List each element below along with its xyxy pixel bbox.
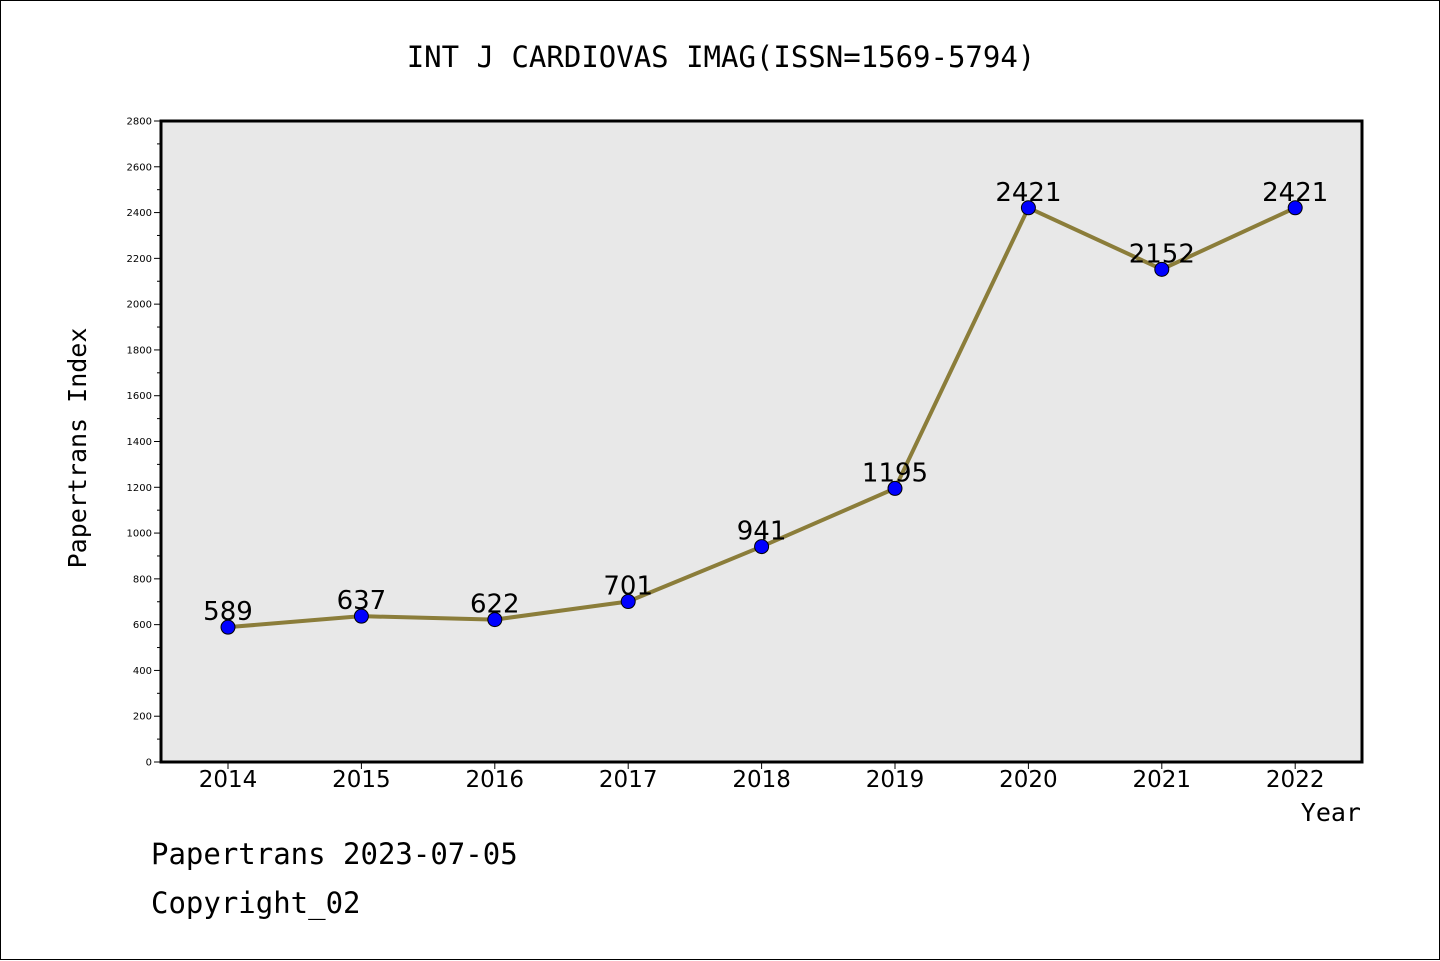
- data-points: [220, 200, 1303, 635]
- y-tick-label: 1800: [127, 345, 152, 356]
- data-label: 701: [603, 572, 653, 602]
- y-tick-label: 200: [133, 712, 152, 723]
- x-tick-label: 2021: [1133, 767, 1192, 793]
- data-label: 2421: [995, 178, 1061, 208]
- y-tick-label: 2400: [127, 208, 152, 219]
- x-axis: 2014 2015 2016 2017 2018 2019 2020 2021 2022: [199, 762, 1325, 793]
- y-tick-label: 1000: [127, 529, 152, 540]
- data-point: [620, 594, 636, 610]
- data-label: 589: [203, 597, 253, 627]
- y-tick-label: 800: [133, 574, 152, 585]
- data-label: 622: [470, 590, 520, 620]
- plot-area: [159, 119, 1364, 764]
- footer-date: Papertrans 2023-07-05: [151, 837, 518, 871]
- data-label: 2152: [1129, 239, 1195, 269]
- chart-title: INT J CARDIOVAS IMAG(ISSN=1569-5794): [407, 40, 1036, 74]
- y-axis-label: Papertrans Index: [63, 328, 92, 569]
- y-tick-label: 2800: [127, 117, 152, 128]
- footer-copyright: Copyright_02: [151, 886, 361, 920]
- data-labels: 589 637 622 701 941 1195 2421 2152 2421: [203, 178, 1328, 627]
- y-tick-label: 2600: [127, 162, 152, 173]
- y-tick-label: 0: [146, 758, 152, 769]
- data-point: [1287, 200, 1303, 216]
- y-tick-label: 1400: [127, 437, 152, 448]
- data-point: [487, 612, 503, 628]
- x-tick-label: 2017: [599, 767, 658, 793]
- x-tick-label: 2019: [866, 767, 925, 793]
- y-tick-label: 2200: [127, 254, 152, 265]
- data-label: 1195: [862, 458, 928, 488]
- data-point: [887, 480, 903, 496]
- x-tick-label: 2014: [199, 767, 258, 793]
- data-point: [1020, 200, 1036, 216]
- y-tick-label: 400: [133, 666, 152, 677]
- data-label: 2421: [1262, 178, 1328, 208]
- x-tick-label: 2020: [999, 767, 1058, 793]
- y-tick-label: 1600: [127, 391, 152, 402]
- x-axis-label: Year: [1301, 798, 1361, 827]
- x-tick-label: 2018: [732, 767, 791, 793]
- data-label: 941: [737, 517, 787, 547]
- x-tick-label: 2022: [1266, 767, 1325, 793]
- y-axis: 0 200 400 600 800 1000 1200 1400 1600 1800 2000 220…: [127, 117, 161, 769]
- y-tick-label: 2000: [127, 300, 152, 311]
- data-point: [220, 619, 236, 635]
- data-point: [1154, 261, 1170, 277]
- x-tick-label: 2015: [332, 767, 391, 793]
- data-point: [754, 539, 770, 555]
- data-point: [353, 608, 369, 624]
- y-tick-label: 1200: [127, 483, 152, 494]
- data-label: 637: [337, 586, 387, 616]
- x-tick-label: 2016: [466, 767, 525, 793]
- y-tick-label: 600: [133, 620, 152, 631]
